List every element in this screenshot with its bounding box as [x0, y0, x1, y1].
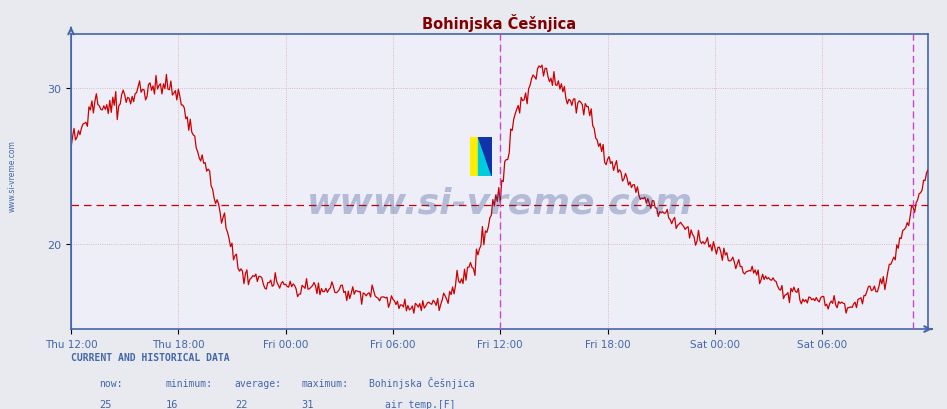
Text: CURRENT AND HISTORICAL DATA: CURRENT AND HISTORICAL DATA: [71, 352, 230, 362]
Text: maximum:: maximum:: [301, 378, 348, 389]
Text: 22: 22: [235, 399, 247, 409]
Polygon shape: [478, 138, 491, 176]
Text: average:: average:: [235, 378, 282, 389]
Text: Bohinjska Češnjica: Bohinjska Češnjica: [369, 377, 475, 389]
Text: now:: now:: [99, 378, 123, 389]
Text: air temp.[F]: air temp.[F]: [385, 399, 456, 409]
Text: 16: 16: [166, 399, 178, 409]
Text: 31: 31: [301, 399, 313, 409]
Bar: [470, 138, 478, 176]
Text: www.si-vreme.com: www.si-vreme.com: [307, 186, 692, 220]
Title: Bohinjska Češnjica: Bohinjska Češnjica: [422, 14, 577, 32]
Text: www.si-vreme.com: www.si-vreme.com: [8, 140, 17, 212]
Bar: [478, 138, 491, 176]
Text: minimum:: minimum:: [166, 378, 213, 389]
Text: 25: 25: [99, 399, 112, 409]
